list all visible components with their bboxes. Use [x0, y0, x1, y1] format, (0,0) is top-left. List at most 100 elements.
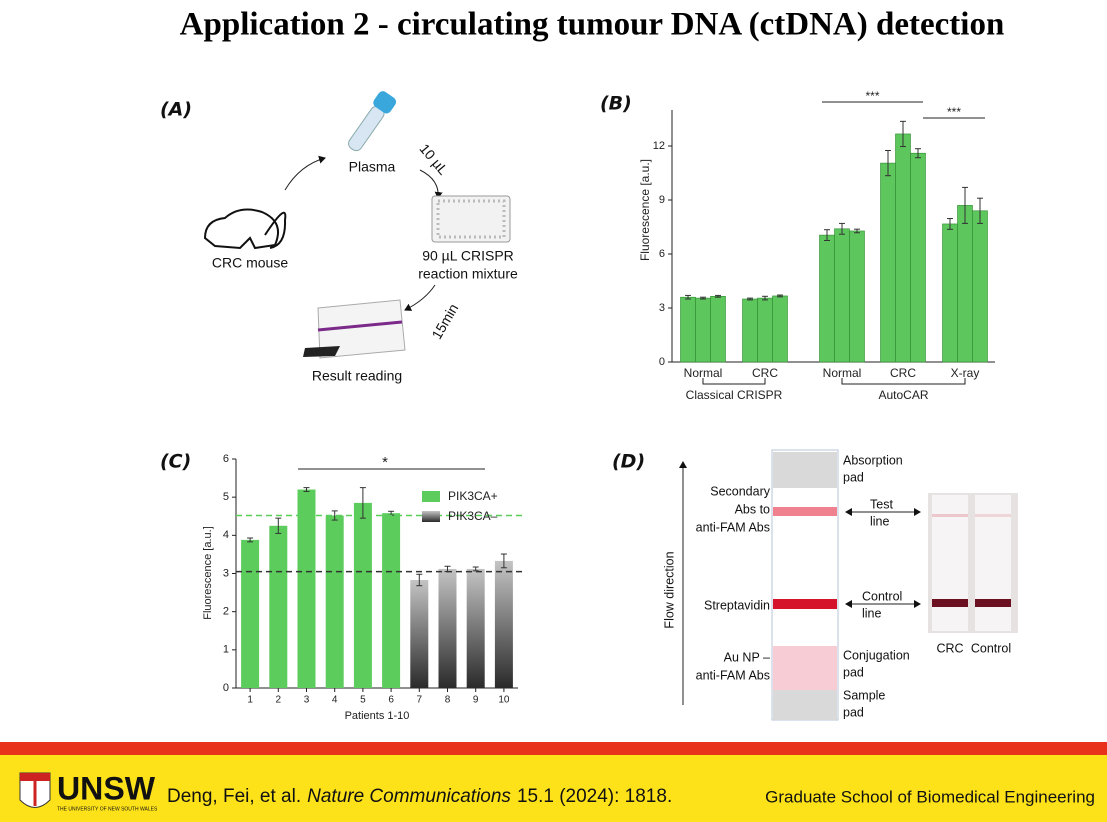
- strip-label: Control: [862, 589, 902, 603]
- arrow: [284, 155, 326, 191]
- photo-strip: [932, 495, 968, 631]
- bar: [438, 568, 457, 688]
- label: reaction mixture: [418, 266, 518, 282]
- bar: [410, 579, 429, 688]
- arrow: [419, 169, 443, 199]
- y-tick-label: 4: [223, 529, 229, 541]
- y-axis-label: Fluorescence [a.u.]: [202, 526, 214, 620]
- x-tick-label: 8: [445, 695, 451, 706]
- y-tick-label: 0: [223, 682, 229, 694]
- significance-label: *: [382, 454, 388, 471]
- x-tick-label: 7: [417, 695, 423, 706]
- strip-label: Test: [870, 497, 893, 511]
- plate-icon: [431, 195, 511, 243]
- strip-label: Streptavidin: [704, 598, 770, 612]
- y-tick-label: 3: [223, 567, 229, 579]
- tube-icon: [348, 91, 397, 152]
- strip-label: Au NP –: [724, 650, 770, 664]
- strip-label: pad: [843, 705, 864, 719]
- strip-label: anti-FAM Abs: [696, 668, 770, 682]
- bar: [819, 234, 835, 363]
- strip-label: Secondary: [710, 484, 771, 498]
- logo-sub: THE UNIVERSITY OF NEW SOUTH WALES: [57, 806, 158, 812]
- bar: [297, 489, 316, 688]
- panel-d: (D) Flow direction: [612, 449, 1018, 721]
- bar: [834, 228, 850, 363]
- citation-authors: Deng, Fei, et al.: [167, 786, 301, 807]
- group-label: AutoCAR: [878, 388, 928, 402]
- bar: [757, 297, 773, 363]
- x-tick-label: 5: [360, 695, 366, 706]
- strip-label: Absorption: [843, 453, 903, 467]
- x-tick-label: 3: [304, 695, 310, 706]
- bar: [772, 295, 788, 363]
- bar: [910, 152, 926, 363]
- y-tick-label: 12: [653, 140, 665, 152]
- bar: [241, 539, 260, 688]
- slide-title: Application 2 - circulating tumour DNA (…: [180, 7, 1005, 43]
- x-tick-label: 9: [473, 695, 479, 706]
- citation-journal: Nature Communications: [307, 786, 511, 807]
- bar: [942, 223, 958, 363]
- panel-label: (C): [160, 451, 191, 473]
- y-tick-label: 1: [223, 644, 229, 656]
- label: Plasma: [349, 159, 396, 175]
- sample-pad: [773, 690, 837, 720]
- photo-strip: [975, 495, 1011, 631]
- bar: [695, 297, 711, 363]
- footer-band: [0, 742, 1107, 755]
- legend-label: PIK3CA+: [448, 489, 498, 503]
- bar: [849, 230, 865, 363]
- label: 10 µL: [417, 140, 452, 178]
- strip-label: line: [870, 514, 890, 528]
- photo-band: [975, 514, 1011, 517]
- crest: [19, 772, 51, 808]
- strip-label: Abs to: [735, 502, 770, 516]
- group-bracket: [702, 378, 766, 385]
- y-tick-label: 6: [223, 453, 229, 465]
- x-tick-label: 6: [388, 695, 394, 706]
- x-tick-label: X-ray: [951, 366, 980, 380]
- x-tick-label: Normal: [684, 366, 723, 380]
- bar: [382, 513, 401, 688]
- bar: [353, 502, 372, 688]
- photo-band: [975, 599, 1011, 607]
- bar: [466, 568, 485, 688]
- y-tick-label: 3: [659, 302, 665, 314]
- label: CRC mouse: [212, 255, 288, 271]
- bar: [494, 560, 513, 688]
- y-tick-label: 9: [659, 194, 665, 206]
- logo: UNSW: [57, 770, 156, 806]
- test-line: [773, 507, 837, 516]
- x-tick-label: CRC: [752, 366, 778, 380]
- legend-swatch: [422, 491, 440, 502]
- flow-label: Flow direction: [662, 551, 676, 628]
- strip-label: pad: [843, 470, 864, 484]
- label: 90 µL CRISPR: [422, 248, 514, 264]
- legend-label: PIK3CA–: [448, 509, 498, 523]
- control-line: [773, 599, 837, 609]
- strip-label: anti-FAM Abs: [696, 520, 770, 534]
- photo-band: [932, 599, 968, 607]
- x-tick-label: 2: [276, 695, 282, 706]
- citation-ref: 15.1 (2024): 1818.: [517, 786, 672, 807]
- bar: [895, 133, 911, 363]
- y-tick-label: 2: [223, 606, 229, 618]
- school: Graduate School of Biomedical Engineerin…: [765, 787, 1095, 806]
- significance-label: ***: [947, 105, 961, 119]
- photo-band: [932, 514, 968, 517]
- bar: [710, 295, 726, 363]
- absorption-pad: [773, 452, 837, 488]
- bar: [972, 210, 988, 363]
- strip-label: Conjugation: [843, 648, 910, 662]
- bar: [680, 296, 696, 363]
- panel-a: (A) Plasma 10 µL CRC mouse 90 µL CRISPR …: [160, 91, 518, 384]
- x-tick-label: 10: [498, 695, 510, 706]
- x-tick-label: 4: [332, 695, 338, 706]
- bar: [742, 298, 758, 363]
- bar: [325, 515, 344, 688]
- bar: [269, 525, 288, 688]
- y-tick-label: 0: [659, 356, 665, 368]
- panel-label: (D): [612, 451, 645, 473]
- citation: Deng, Fei, et al. Nature Communications 15…: [167, 786, 672, 807]
